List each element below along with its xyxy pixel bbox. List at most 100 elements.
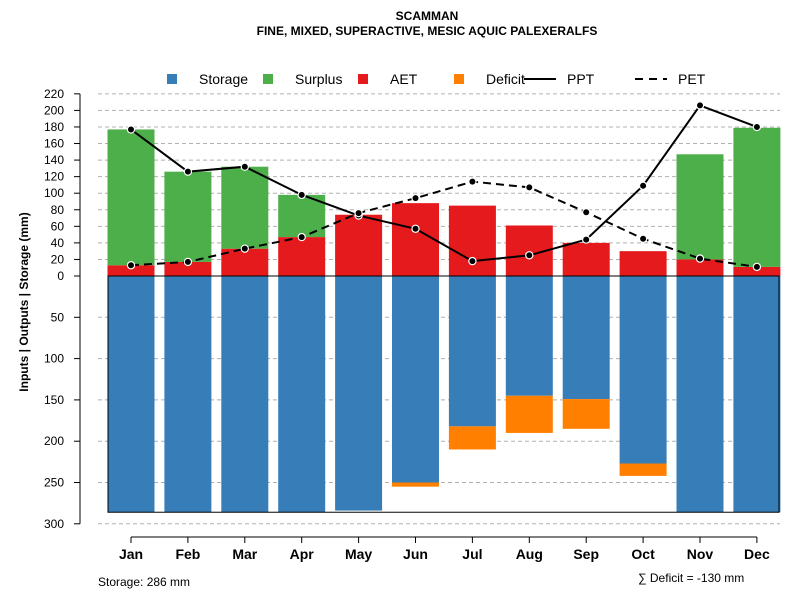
y-axis-label: Inputs | Outputs | Storage (mm) [17, 212, 31, 391]
legend-label: PPT [567, 71, 595, 87]
lines [126, 101, 762, 272]
ppt-point [752, 122, 762, 132]
pet-line [130, 180, 758, 268]
y-tick-label: 100 [44, 186, 64, 200]
ppt-point [240, 162, 249, 171]
legend-swatch [167, 74, 177, 84]
chart-title: SCAMMAN [396, 9, 459, 23]
deficit-bar [448, 426, 496, 450]
surplus-bar [107, 129, 155, 266]
y-tick-label: 300 [44, 517, 64, 531]
x-tick-label: Feb [175, 546, 200, 562]
pet-point [468, 177, 477, 186]
legend-swatch [263, 74, 273, 84]
surplus-bar [676, 154, 724, 260]
x-tick-label: Oct [631, 546, 655, 562]
y-tick-label: 250 [44, 476, 64, 490]
storage-bar [335, 276, 383, 511]
y-tick-label: 0 [57, 269, 64, 283]
aet-bar [733, 266, 781, 276]
x-tick-label: Nov [687, 546, 714, 562]
storage-bar [619, 276, 667, 464]
ppt-point [183, 167, 193, 176]
pet-point [411, 193, 420, 203]
ppt-point [468, 256, 477, 266]
x-tick-label: Aug [516, 546, 543, 562]
x-tick-label: Jun [403, 546, 428, 562]
x-tick-label: Sep [573, 546, 599, 562]
pet-point [354, 208, 363, 218]
aet-bar [562, 242, 610, 276]
y-tick-label: 80 [51, 203, 65, 217]
pet-point [695, 254, 705, 263]
storage-bar [733, 276, 781, 513]
storage-bar [676, 276, 724, 513]
storage-bar [278, 276, 326, 513]
aet-bar [676, 259, 724, 276]
storage-bar [448, 276, 496, 427]
x-tick-label: Apr [290, 546, 315, 562]
y-tick-label: 140 [44, 153, 64, 167]
chart-subtitle: FINE, MIXED, SUPERACTIVE, MESIC AQUIC PA… [257, 24, 598, 38]
aet-bar [619, 251, 667, 276]
x-tick-label: Dec [744, 546, 770, 562]
x-tick-label: Jan [119, 546, 143, 562]
surplus-bar [221, 166, 269, 249]
ppt-point [638, 181, 648, 190]
x-tick-label: Mar [232, 546, 257, 562]
surplus-bar [733, 127, 781, 267]
legend-label: PET [678, 71, 706, 87]
bars [107, 127, 781, 513]
legend: Storage Surplus AET Deficit PPT PET [167, 71, 706, 87]
pet-point [297, 232, 306, 242]
y-tick-label: 160 [44, 137, 64, 151]
legend-swatch [358, 74, 368, 84]
deficit-bar [619, 463, 667, 476]
ppt-point [582, 235, 591, 244]
y-tick-label: 40 [51, 236, 65, 250]
aet-bar [107, 265, 155, 276]
ppt-point [126, 125, 136, 134]
y-tick-label: 220 [44, 87, 64, 101]
pet-point [240, 244, 249, 253]
aet-bar [335, 214, 383, 276]
y-tick-label: 100 [44, 352, 64, 366]
y-tick-label: 20 [51, 252, 65, 266]
storage-bar [392, 276, 439, 483]
y-tick-label: 150 [44, 393, 64, 407]
storage-bar [221, 276, 269, 513]
legend-label: AET [390, 71, 418, 87]
storage-note: Storage: 286 mm [98, 575, 190, 589]
ppt-point [525, 251, 534, 260]
deficit-bar [505, 395, 553, 433]
x-tick-label: May [345, 546, 372, 562]
y-tick-label: 200 [44, 434, 64, 448]
deficit-note: ∑ Deficit = -130 mm [638, 571, 744, 585]
aet-bar [221, 248, 269, 276]
aet-bar [392, 203, 439, 276]
legend-label: Storage [199, 71, 248, 87]
x-tick-label: Jul [462, 546, 482, 562]
legend-swatch [454, 74, 464, 84]
aet-bar [448, 205, 496, 276]
axes: 0 20 40 60 80 100 120 140 160 180 200 220 50 100 150 20… [44, 87, 780, 562]
ppt-point [695, 101, 705, 110]
ppt-point [297, 190, 306, 200]
ppt-line [130, 104, 758, 263]
pet-point [638, 234, 648, 243]
storage-bar [505, 276, 553, 396]
aet-bar [278, 237, 326, 276]
y-tick-label: 50 [51, 310, 65, 324]
legend-label: Surplus [295, 71, 342, 87]
storage-bar [562, 276, 610, 400]
y-tick-label: 180 [44, 120, 64, 134]
aet-bar [164, 261, 212, 276]
storage-bar [107, 276, 155, 513]
deficit-bar [562, 399, 610, 429]
storage-bar [164, 276, 212, 513]
y-tick-label: 200 [44, 103, 64, 117]
deficit-bar [392, 482, 439, 487]
y-tick-label: 60 [51, 219, 65, 233]
pet-point [582, 208, 591, 217]
